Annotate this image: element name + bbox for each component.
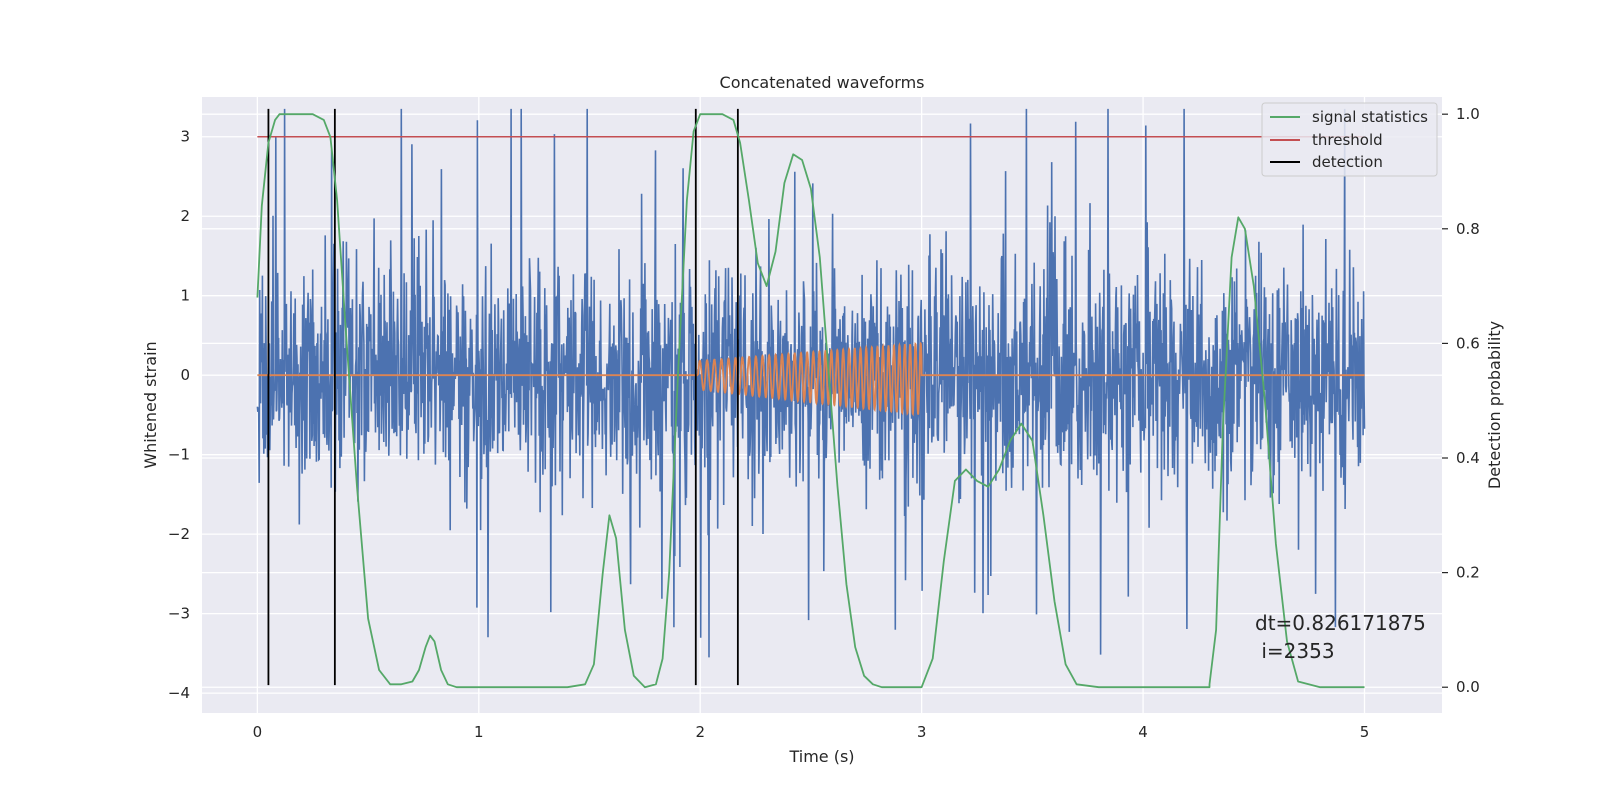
x-tick-label: 0 (253, 723, 263, 741)
legend-detection-label: detection (1312, 153, 1383, 171)
legend-box (1261, 102, 1438, 177)
chart-title: Concatenated waveforms (720, 73, 925, 92)
y-tick-label: −1 (168, 446, 190, 464)
signal-statistics-line (256, 113, 1365, 689)
y2-tick-label: 0.8 (1456, 220, 1480, 238)
y-tick-label: −2 (168, 525, 190, 543)
x-tick-label: 5 (1360, 723, 1370, 741)
y2-tick-label: 0.2 (1456, 564, 1480, 582)
y2-axis-label: Detection probability (1485, 321, 1504, 489)
x-axis-label: Time (s) (788, 747, 854, 766)
y2-tick-label: 0.0 (1456, 678, 1480, 696)
y-axis-label: Whitened strain (141, 341, 160, 468)
legend-signal-statistics-label: signal statistics (1312, 108, 1428, 126)
y-tick-label: −4 (168, 684, 190, 702)
y2-tick-label: 0.4 (1456, 449, 1480, 467)
x-tick-label: 1 (474, 723, 484, 741)
y-tick-label: 1 (180, 287, 190, 305)
clipped-series (256, 108, 1366, 689)
annotation-dt: dt=0.826171875 (1255, 611, 1426, 635)
legend-threshold-label: threshold (1312, 131, 1383, 149)
series-layer (256, 108, 1366, 689)
annotation-index: i=2353 (1255, 639, 1335, 663)
waveform-series-line (257, 341, 1365, 417)
strain-series-line (256, 108, 1366, 658)
y2-tick-label: 0.6 (1456, 334, 1480, 352)
axes-layer: 0 1 2 3 4 5 −4 −3 −2 −1 0 1 2 3 0.0 0.2 0.4 0.6 0.8 1.0 (168, 105, 1480, 741)
y2-tick-label: 1.0 (1456, 105, 1480, 123)
x-tick-label: 4 (1138, 723, 1148, 741)
y-tick-label: −3 (168, 605, 190, 623)
x-tick-label: 2 (695, 723, 705, 741)
y-tick-label: 2 (180, 207, 190, 225)
legend: signal statistics threshold detection (1261, 102, 1438, 177)
x-tick-label: 3 (917, 723, 927, 741)
y-tick-label: 0 (180, 366, 190, 384)
y-tick-label: 3 (180, 128, 190, 146)
